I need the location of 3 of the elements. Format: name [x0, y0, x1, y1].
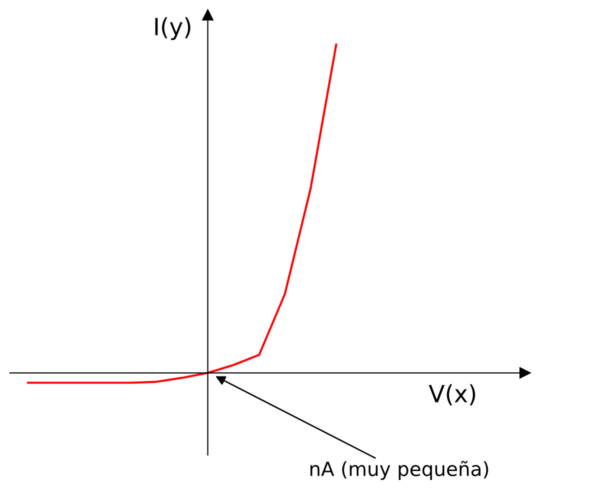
x-axis-title: V(x) — [428, 384, 476, 406]
text: nA (muy pequeña) — [310, 460, 488, 480]
y-axis-title: I(y) — [155, 17, 190, 40]
